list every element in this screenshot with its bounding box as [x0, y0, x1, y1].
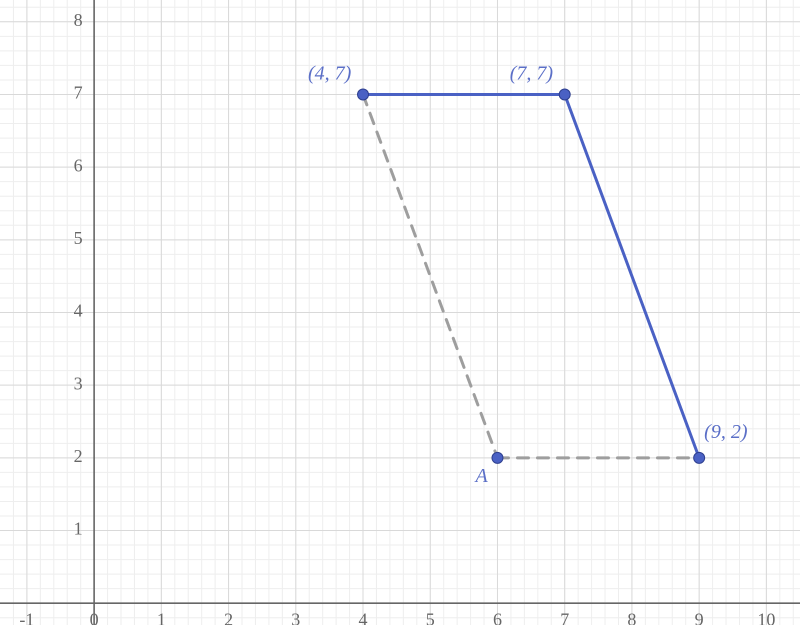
data-point	[559, 89, 570, 100]
data-point	[492, 452, 503, 463]
x-tick-label: 5	[426, 609, 435, 625]
y-tick-label: 8	[74, 10, 83, 30]
x-tick-label: 0	[90, 609, 99, 625]
x-tick-label: 6	[493, 609, 502, 625]
x-tick-label: 7	[560, 609, 569, 625]
point-label: (4, 7)	[308, 62, 352, 84]
x-tick-label: 2	[224, 609, 233, 625]
x-tick-label: 9	[695, 609, 704, 625]
data-point	[694, 452, 705, 463]
chart-svg: -1 0 1 2 3 4 5 6 7 8 9 10 1 2 3 4 5 6 7 8 (4, 7) (7, 7) (9, 2)…	[0, 0, 800, 625]
x-tick-label: 10	[757, 609, 775, 625]
y-tick-label: 4	[74, 301, 83, 321]
y-tick-label: 7	[74, 83, 83, 103]
y-tick-label: 5	[74, 228, 83, 248]
x-tick-label: -1	[19, 609, 34, 625]
coordinate-plane-chart: -1 0 1 2 3 4 5 6 7 8 9 10 1 2 3 4 5 6 7 8 (4, 7) (7, 7) (9, 2)…	[0, 0, 800, 625]
y-tick-label: 1	[74, 519, 83, 539]
x-tick-label: 1	[157, 609, 166, 625]
point-label: (7, 7)	[510, 62, 554, 84]
x-tick-label: 8	[627, 609, 636, 625]
point-label: A	[473, 465, 488, 487]
y-tick-label: 3	[74, 373, 83, 393]
y-tick-label: 6	[74, 155, 83, 175]
point-label: (9, 2)	[704, 421, 748, 443]
data-point	[358, 89, 369, 100]
x-tick-label: 4	[359, 609, 368, 625]
x-tick-label: 3	[291, 609, 300, 625]
y-tick-label: 2	[74, 446, 83, 466]
